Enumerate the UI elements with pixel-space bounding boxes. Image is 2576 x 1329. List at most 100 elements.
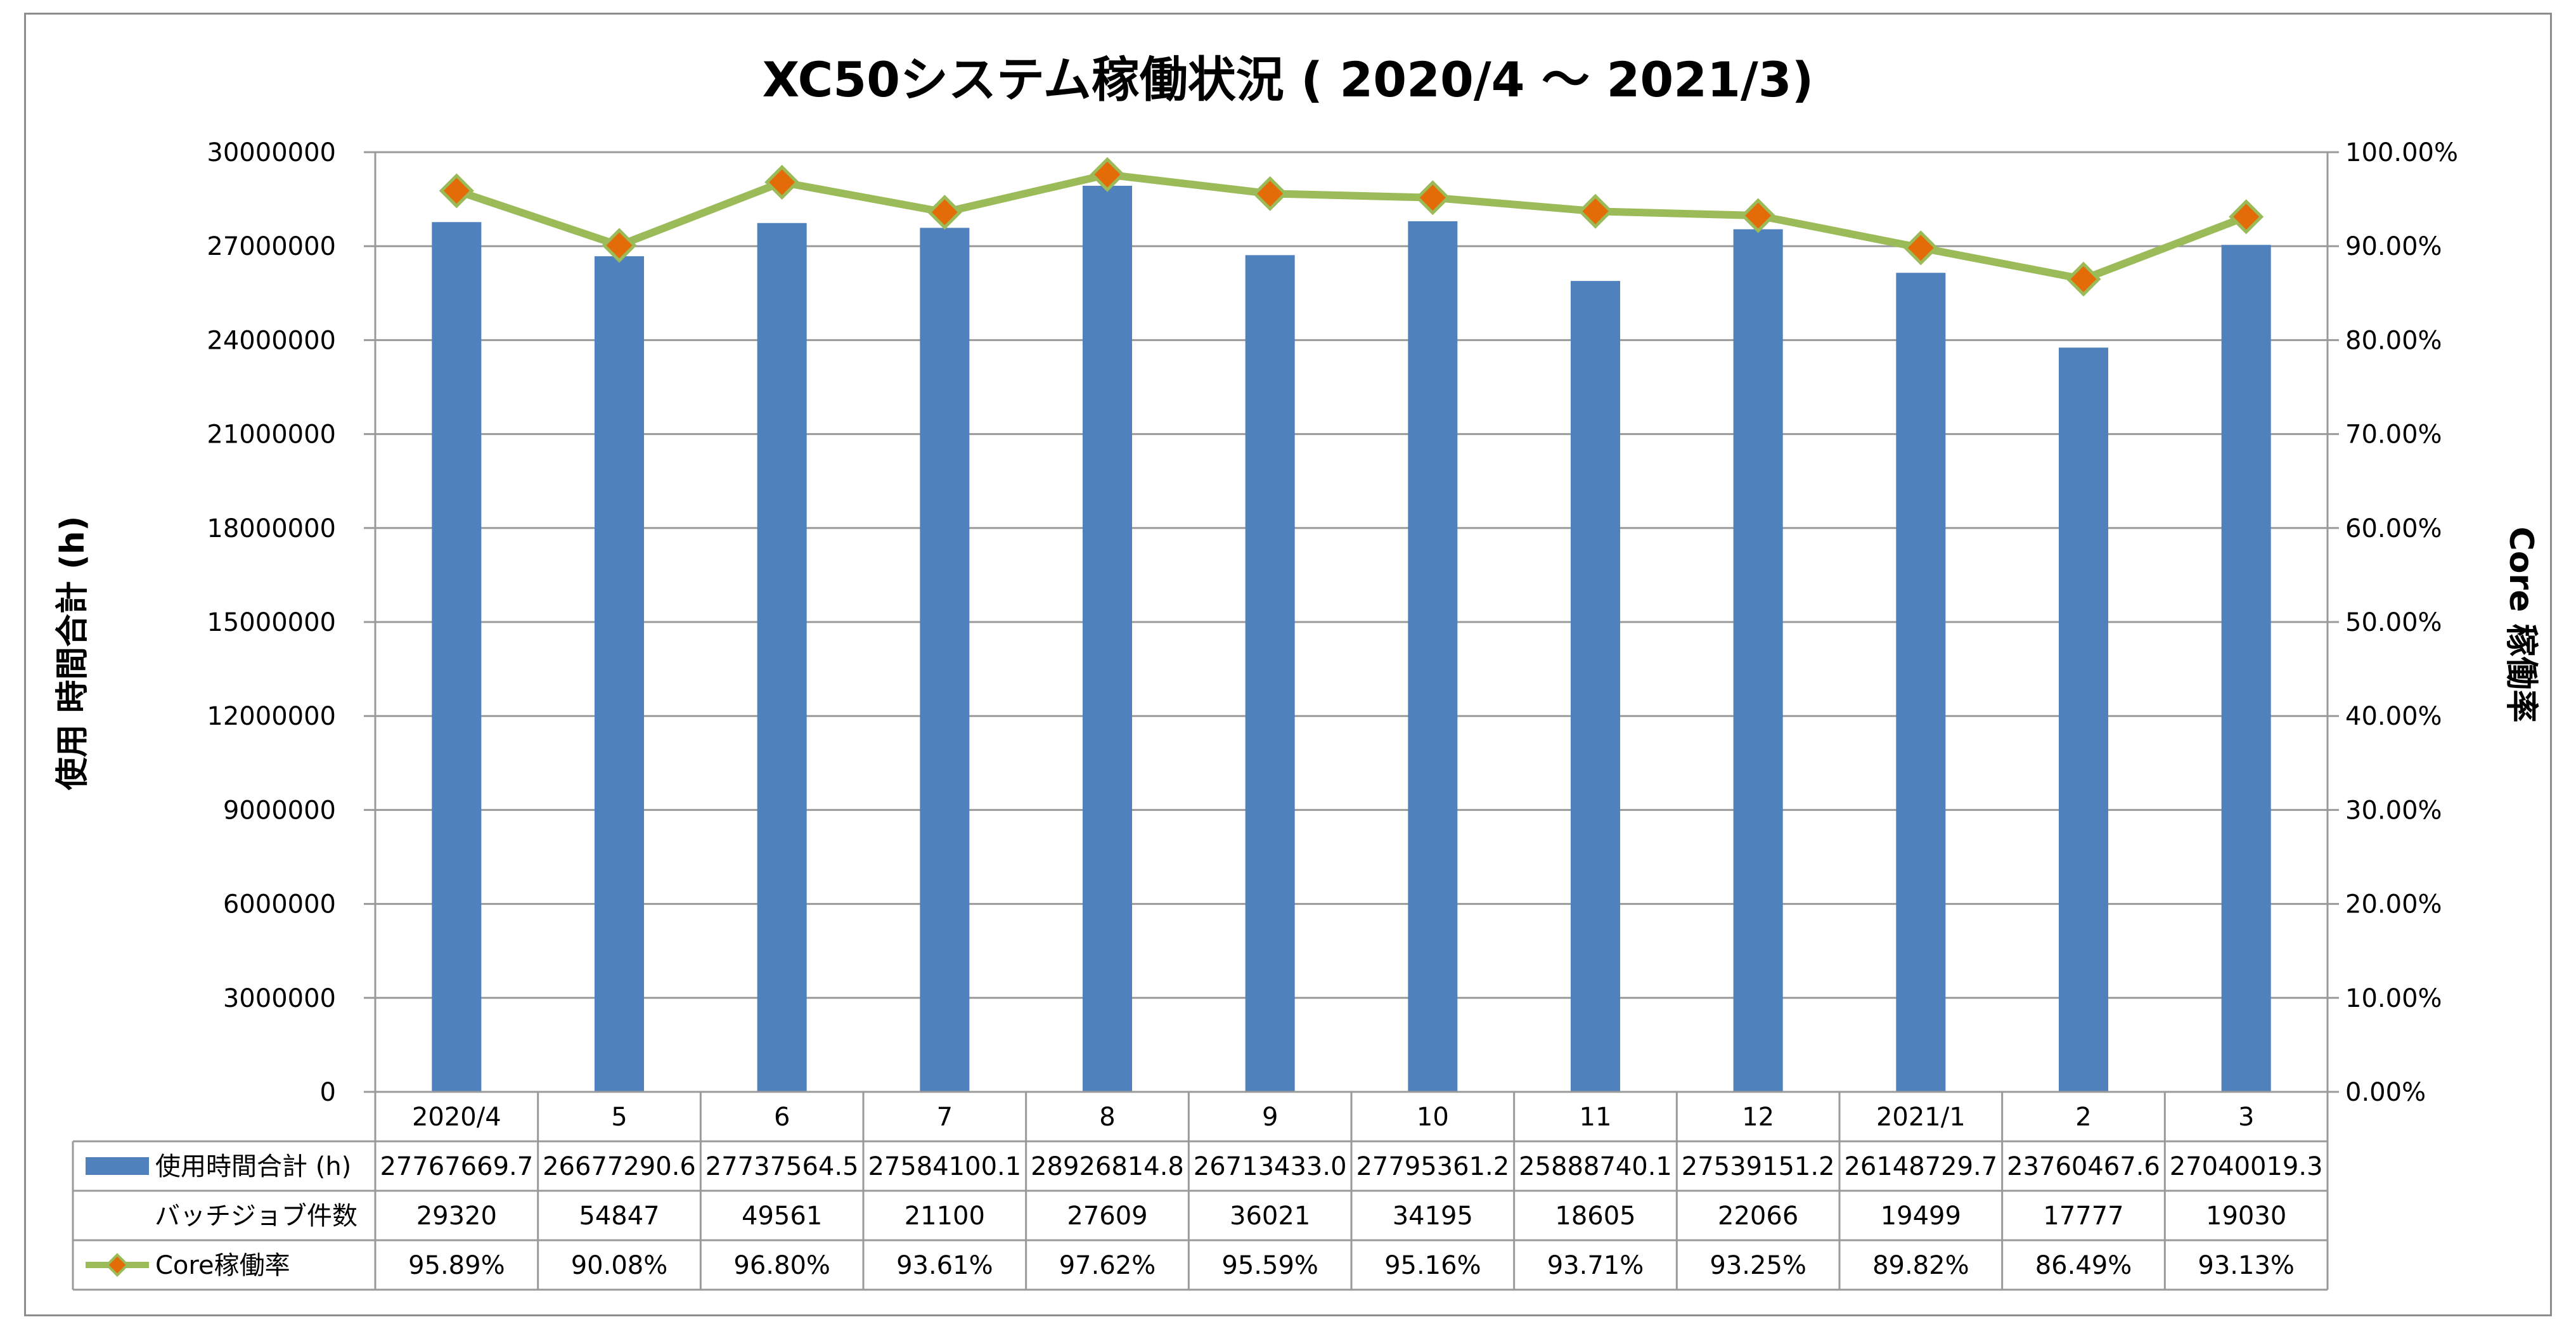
y-tick-label: 12000000 [207,702,336,731]
gridlines [364,151,2339,1093]
table-cell: 19499 [1881,1202,1961,1231]
table-cell: 29320 [416,1202,497,1231]
table-cell: 27539151.2 [1682,1152,1835,1181]
y2-tick-label: 30.00% [2345,796,2442,825]
x-tick-label: 8 [1099,1103,1115,1132]
y-tick-label: 30000000 [207,138,336,167]
y2-tick-label: 40.00% [2345,702,2442,731]
x-tick-label: 9 [1262,1103,1278,1132]
table-cell: 27040019.3 [2170,1152,2323,1181]
bar [2059,347,2108,1092]
y-tick-label: 24000000 [207,326,336,355]
bar-series [432,186,2271,1092]
y2-tick-label: 10.00% [2345,984,2442,1013]
x-tick-label: 11 [1580,1103,1612,1132]
table-cell: 93.71% [1547,1251,1644,1280]
table-cell: 26713433.0 [1194,1152,1347,1181]
bar [1571,281,1620,1092]
chart-title: XC50システム稼働状況 ( 2020/4 〜 2021/3) [763,51,1814,108]
y2-tick-label: 0.00% [2345,1078,2426,1107]
bar [1083,186,1132,1092]
line-point [1578,193,1613,229]
bar [920,228,970,1092]
y-tick-label: 0 [320,1078,336,1107]
table-cell: 22066 [1718,1202,1798,1231]
left-axis-ticks: 0 3000000 6000000 9000000 12000000 15000000 18… [207,138,336,1107]
legend-label: バッチジョブ件数 [155,1202,357,1231]
table-cell: 26148729.7 [1844,1152,1997,1181]
right-axis-ticks: 0.00% 10.00% 20.00% 30.00% 40.00% 50.00% 60.00… [2345,138,2458,1107]
table-cell: 26677290.6 [543,1152,696,1181]
y-tick-label: 6000000 [223,890,336,919]
x-tick-label: 7 [937,1103,953,1132]
table-cell: 90.08% [571,1251,668,1280]
line-point [1090,157,1125,192]
legend-label: 使用時間合計 (h) [155,1152,351,1181]
line-path [455,171,2248,283]
table-cell: 95.16% [1384,1251,1481,1280]
table-cell: 27767669.7 [380,1152,533,1181]
legend-key-bar [86,1157,149,1175]
line-point [1903,230,1938,266]
bar [595,256,644,1092]
x-tick-label: 3 [2238,1103,2254,1132]
table-cell: 27584100.1 [868,1152,1021,1181]
table-cell: 95.89% [408,1251,505,1280]
line-point [2229,199,2264,235]
table-cell: 86.49% [2035,1251,2132,1280]
y-tick-label: 21000000 [207,420,336,450]
table-cell: 49561 [742,1202,822,1231]
y2-tick-label: 60.00% [2345,514,2442,543]
line-point [927,195,962,230]
table-cell: 93.25% [1710,1251,1806,1280]
line-point [2066,261,2101,297]
line-point [439,173,474,209]
table-cell: 89.82% [1872,1251,1969,1280]
bar [757,223,807,1092]
x-tick-label: 12 [1742,1103,1774,1132]
table-cell: 27609 [1067,1202,1147,1231]
table-cell: 28926814.8 [1031,1152,1184,1181]
table-cell: 21100 [905,1202,985,1231]
y2-axis-title: Core 稼働率 [2502,527,2540,723]
bar [1733,229,1783,1092]
line-point [1253,176,1288,211]
x-tick-label: 6 [774,1103,790,1132]
table-cell: 36021 [1230,1202,1310,1231]
bar [1896,273,1946,1092]
table-cell: 97.62% [1059,1251,1156,1280]
line-point [1415,180,1450,216]
table-cell: 23760467.6 [2007,1152,2160,1181]
y-tick-label: 27000000 [207,232,336,261]
y-tick-label: 18000000 [207,514,336,543]
table-cell: 18605 [1555,1202,1635,1231]
y2-tick-label: 50.00% [2345,608,2442,637]
table-cell: 95.59% [1221,1251,1318,1280]
y2-tick-label: 20.00% [2345,890,2442,919]
x-tick-label: 2021/1 [1876,1103,1966,1132]
data-table: 2020/4 5 6 7 8 9 10 11 12 2021/1 2 3 使用時間合計 (h) 27767… [72,1091,2329,1291]
line-series [439,157,2264,297]
y2-tick-label: 90.00% [2345,232,2442,261]
line-point [764,164,800,200]
table-cell: 34195 [1393,1202,1473,1231]
table-cell: 93.13% [2198,1251,2295,1280]
x-tick-label: 2020/4 [412,1103,501,1132]
table-cell: 19030 [2206,1202,2286,1231]
legend-key-marker [105,1253,129,1277]
bar [432,222,482,1092]
x-tick-label: 5 [611,1103,627,1132]
table-cell: 54847 [579,1202,659,1231]
y2-tick-label: 70.00% [2345,420,2442,450]
y2-tick-label: 80.00% [2345,326,2442,355]
legend-label: Core稼働率 [155,1251,290,1280]
table-cell: 25888740.1 [1519,1152,1672,1181]
x-tick-label: 2 [2075,1103,2091,1132]
x-tick-label: 10 [1417,1103,1449,1132]
line-point [602,228,637,263]
table-cell: 27795361.2 [1356,1152,1509,1181]
bar [1408,221,1458,1092]
bar [1245,255,1295,1092]
line-point [1741,198,1776,233]
